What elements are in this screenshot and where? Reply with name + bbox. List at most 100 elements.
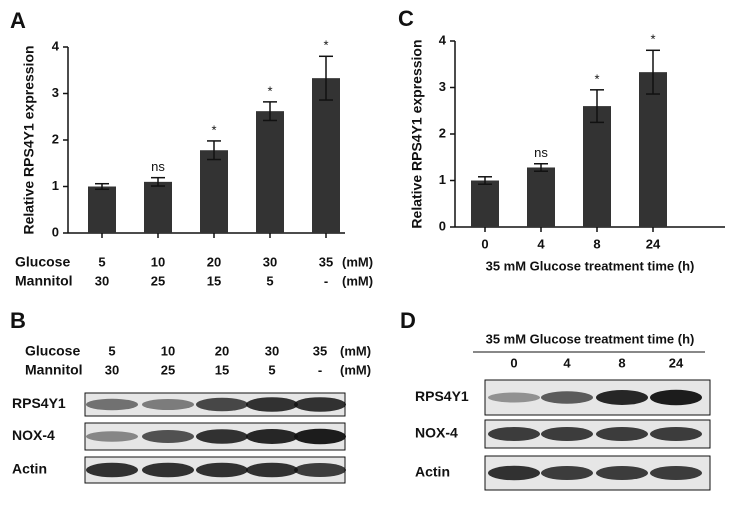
band — [596, 427, 648, 441]
y-tick-label: 1 — [439, 172, 446, 187]
y-tick-label: 3 — [52, 85, 59, 100]
band — [196, 429, 248, 444]
y-tick-label: 4 — [439, 32, 447, 47]
x-tick-label: 30 — [95, 273, 109, 288]
x-axis-label: 35 mM Glucose treatment time (h) — [486, 258, 695, 273]
y-axis-label: Relative RPS4Y1 expression — [21, 45, 37, 234]
x-tick-label: 0 — [481, 236, 488, 251]
band-label: Actin — [12, 461, 47, 477]
lane-label: 0 — [510, 355, 517, 370]
bar — [639, 72, 667, 227]
unit-label: (mM) — [340, 362, 371, 377]
bar — [144, 181, 172, 233]
y-tick-label: 3 — [439, 79, 446, 94]
bar — [312, 78, 340, 233]
lane-label: 4 — [563, 355, 571, 370]
panel-label: B — [10, 308, 26, 333]
significance-label: * — [594, 71, 599, 86]
row-label: Glucose — [25, 343, 80, 359]
panel-label: C — [398, 6, 414, 31]
bar — [583, 106, 611, 227]
band — [294, 463, 346, 477]
lane-label: 30 — [105, 362, 119, 377]
lane-label: 20 — [215, 343, 229, 358]
x-tick-label: 25 — [151, 273, 165, 288]
significance-label: * — [650, 32, 655, 47]
row-label: Glucose — [15, 254, 70, 270]
band — [196, 397, 248, 412]
x-tick-label: 15 — [207, 273, 221, 288]
band — [246, 429, 298, 444]
significance-label: * — [323, 38, 328, 53]
x-tick-label: - — [324, 273, 328, 288]
band — [650, 427, 702, 441]
unit-label: (mM) — [340, 343, 371, 358]
x-tick-label: 10 — [151, 254, 165, 269]
y-tick-label: 2 — [52, 131, 59, 146]
x-tick-label: 5 — [98, 254, 105, 269]
band — [541, 466, 593, 480]
x-tick-label: 8 — [593, 236, 600, 251]
band-label: NOX-4 — [12, 427, 55, 443]
lane-label: 30 — [265, 343, 279, 358]
band — [142, 462, 194, 478]
band-label: RPS4Y1 — [12, 395, 66, 411]
lane-label: 25 — [161, 362, 175, 377]
lane-label: 5 — [108, 343, 115, 358]
lane-label: 8 — [618, 355, 625, 370]
x-tick-label: 5 — [266, 273, 273, 288]
band — [86, 462, 138, 478]
row-label: Mannitol — [25, 362, 83, 378]
y-tick-label: 0 — [52, 224, 59, 239]
significance-label: ns — [534, 145, 548, 160]
bar — [471, 180, 499, 227]
band — [596, 466, 648, 480]
band-label: NOX-4 — [415, 425, 458, 441]
row-label: Mannitol — [15, 273, 73, 289]
band — [488, 392, 540, 403]
y-tick-label: 2 — [439, 125, 446, 140]
lane-label: 15 — [215, 362, 229, 377]
x-tick-label: 35 — [319, 254, 333, 269]
band-label: RPS4Y1 — [415, 388, 469, 404]
band — [541, 427, 593, 441]
band — [294, 397, 346, 412]
lane-label: 35 — [313, 343, 327, 358]
lane-label: 5 — [268, 362, 275, 377]
bar — [200, 150, 228, 233]
y-tick-label: 4 — [52, 38, 60, 53]
band — [650, 389, 702, 406]
band — [488, 427, 540, 441]
band — [142, 399, 194, 410]
unit-label: (mM) — [342, 273, 373, 288]
band — [196, 462, 248, 478]
lane-label: - — [318, 362, 322, 377]
panel-label: D — [400, 308, 416, 333]
band — [142, 430, 194, 443]
y-axis-label: Relative RPS4Y1 expression — [409, 39, 425, 228]
band — [246, 397, 298, 412]
x-tick-label: 24 — [646, 236, 661, 251]
y-tick-label: 0 — [439, 218, 446, 233]
unit-label: (mM) — [342, 254, 373, 269]
significance-label: * — [211, 122, 216, 137]
band — [86, 398, 138, 411]
significance-label: * — [267, 83, 272, 98]
significance-label: ns — [151, 159, 165, 174]
band — [246, 462, 298, 478]
band — [650, 466, 702, 480]
band — [294, 428, 346, 445]
bar — [527, 167, 555, 227]
x-tick-label: 4 — [537, 236, 545, 251]
band-label: Actin — [415, 464, 450, 480]
lane-label: 24 — [669, 355, 684, 370]
lane-label: 10 — [161, 343, 175, 358]
band — [86, 431, 138, 442]
bar — [256, 111, 284, 233]
x-tick-label: 20 — [207, 254, 221, 269]
band — [596, 390, 648, 405]
x-tick-label: 30 — [263, 254, 277, 269]
bar — [88, 186, 116, 233]
band — [488, 465, 540, 481]
